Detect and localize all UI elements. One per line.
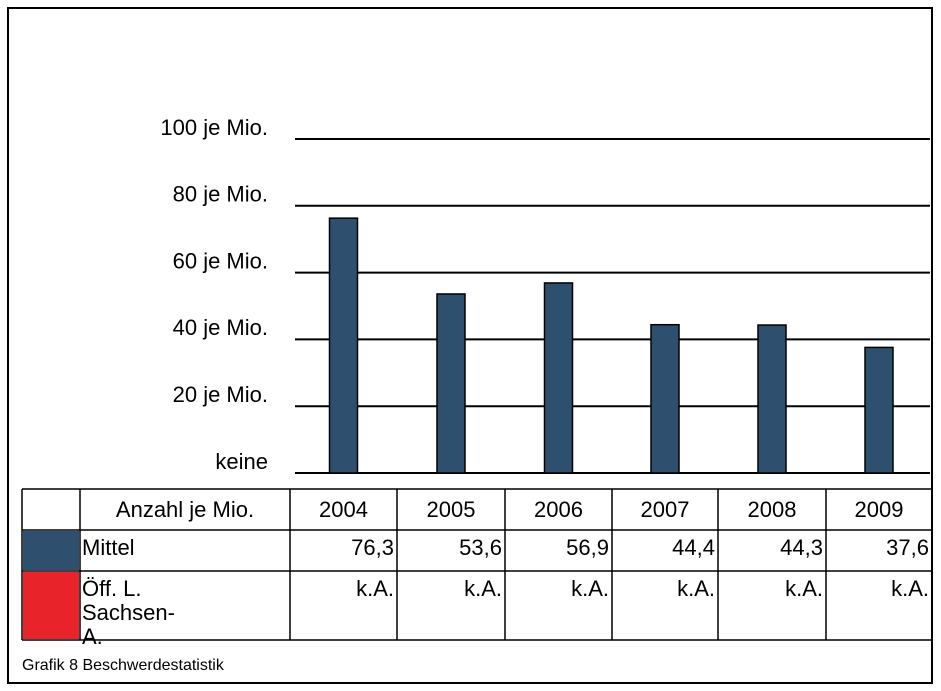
legend-swatch xyxy=(23,572,79,639)
value-label: k.A. xyxy=(785,576,823,601)
value-label: 53,6 xyxy=(459,535,502,560)
bar xyxy=(328,217,359,474)
value-label: k.A. xyxy=(464,576,502,601)
legend-label: Öff. L. Sachsen-A. xyxy=(82,576,175,649)
value-label: 37,6 xyxy=(886,535,929,560)
value-label: k.A. xyxy=(571,576,609,601)
caption: Grafik 8 Beschwerdestatistik xyxy=(22,657,224,674)
y-tick-label: keine xyxy=(215,449,268,474)
bar xyxy=(650,323,680,474)
value-label: k.A. xyxy=(677,576,715,601)
legend-swatch xyxy=(23,531,79,570)
bar xyxy=(543,282,574,474)
value-label: 76,3 xyxy=(351,535,394,560)
bar xyxy=(757,324,787,474)
legend-label: Mittel xyxy=(82,535,135,560)
y-tick-label: 20 je Mio. xyxy=(173,382,268,407)
x-tick-label: 2008 xyxy=(747,497,797,522)
y-tick-label: 40 je Mio. xyxy=(173,315,268,340)
value-label: k.A. xyxy=(356,576,394,601)
bar xyxy=(436,293,466,474)
x-tick-label: 2007 xyxy=(640,497,690,522)
table-header: Anzahl je Mio. xyxy=(115,497,255,522)
frame xyxy=(7,7,933,684)
value-label: k.A. xyxy=(891,576,929,601)
value-label: 56,9 xyxy=(566,535,609,560)
value-label: 44,3 xyxy=(780,535,823,560)
y-tick-label: 60 je Mio. xyxy=(173,248,268,273)
x-tick-label: 2004 xyxy=(319,497,368,522)
bar xyxy=(864,346,894,474)
y-tick-label: 80 je Mio. xyxy=(173,182,268,207)
x-tick-label: 2005 xyxy=(426,497,476,522)
y-tick-label: 100 je Mio. xyxy=(160,115,268,140)
value-label: 44,4 xyxy=(672,535,715,560)
x-tick-label: 2009 xyxy=(854,497,904,522)
x-tick-label: 2006 xyxy=(534,497,583,522)
